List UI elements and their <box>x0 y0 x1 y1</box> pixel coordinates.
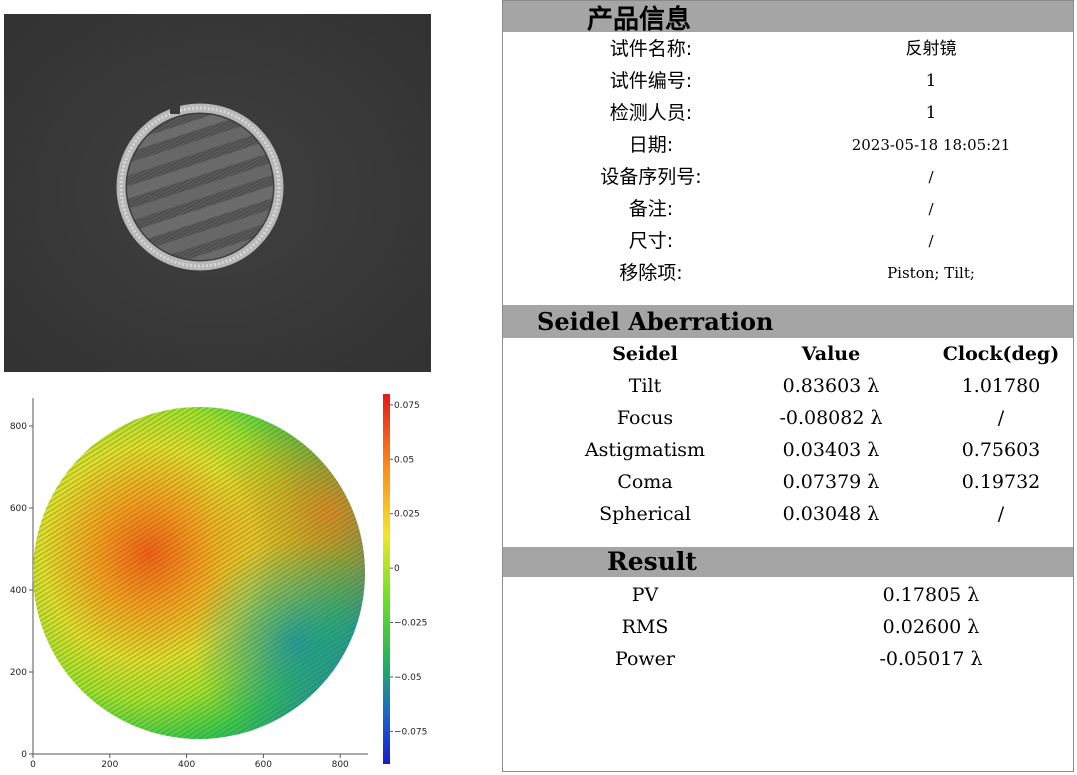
seidel-value: -0.08082 λ <box>779 407 883 429</box>
seidel-clock: 0.75603 <box>961 439 1041 461</box>
info-label: 日期: <box>628 134 674 156</box>
seidel-col-clock: Clock(deg) <box>942 343 1060 365</box>
info-value: 1 <box>925 71 937 91</box>
info-value: Piston; Tilt; <box>887 264 975 282</box>
product-info-header: 产品信息 <box>503 1 1073 35</box>
surface-disk <box>33 407 365 739</box>
result-row: PV 0.17805 λ <box>503 579 1073 611</box>
y-tick-label: 800 <box>10 422 27 432</box>
seidel-row: Focus -0.08082 λ / <box>503 402 1073 434</box>
info-row: 检测人员: 1 <box>503 97 1073 129</box>
x-tick-label: 400 <box>178 760 195 770</box>
seidel-value: 0.83603 λ <box>782 375 880 397</box>
info-row: 设备序列号: / <box>503 161 1073 193</box>
info-label: 尺寸: <box>628 230 674 252</box>
info-label: 备注: <box>628 198 674 220</box>
result-name: RMS <box>621 616 669 638</box>
info-label: 设备序列号: <box>600 166 702 188</box>
seidel-value: 0.07379 λ <box>782 471 880 493</box>
seidel-clock: / <box>997 407 1005 429</box>
y-tick-label: 200 <box>10 668 27 678</box>
info-value: 反射镜 <box>905 39 957 59</box>
colorbar-tick-label: 0.075 <box>394 401 420 411</box>
info-row: 移除项: Piston; Tilt; <box>503 257 1073 289</box>
info-value: / <box>928 232 934 250</box>
seidel-row: Astigmatism 0.03403 λ 0.75603 <box>503 434 1073 466</box>
result-value: -0.05017 λ <box>879 648 983 670</box>
product-info-title: 产品信息 <box>587 5 692 35</box>
info-value: / <box>928 200 934 218</box>
seidel-name: Tilt <box>628 375 662 397</box>
info-value: 2023-05-18 18:05:21 <box>851 136 1011 154</box>
result-value: 0.02600 λ <box>882 616 980 638</box>
fringe-pattern <box>127 114 273 260</box>
x-tick-label: 800 <box>332 760 349 770</box>
info-value: 1 <box>925 103 937 123</box>
info-row: 尺寸: / <box>503 225 1073 257</box>
seidel-col-name: Seidel <box>612 343 678 365</box>
x-tick-label: 0 <box>30 760 36 770</box>
info-row: 试件编号: 1 <box>503 65 1073 97</box>
seidel-name: Astigmatism <box>584 439 706 461</box>
seidel-title: Seidel Aberration <box>537 307 774 336</box>
seidel-header-row: Seidel Value Clock(deg) <box>503 338 1073 370</box>
colorbar-tick-label: 0.05 <box>394 455 414 465</box>
colorbar-tick-label: 0.025 <box>394 510 420 520</box>
seidel-value: 0.03403 λ <box>782 439 880 461</box>
seidel-clock: / <box>997 503 1005 525</box>
x-tick-label: 600 <box>255 760 272 770</box>
y-tick-label: 0 <box>21 750 27 760</box>
result-title: Result <box>607 547 697 576</box>
info-label: 试件编号: <box>609 70 693 92</box>
seidel-name: Focus <box>616 407 674 429</box>
seidel-col-value: Value <box>801 343 861 365</box>
y-tick-label: 400 <box>10 586 27 596</box>
result-row: RMS 0.02600 λ <box>503 611 1073 643</box>
colorbar <box>383 394 390 764</box>
seidel-name: Coma <box>617 471 673 493</box>
seidel-row: Coma 0.07379 λ 0.19732 <box>503 466 1073 498</box>
result-value: 0.17805 λ <box>882 584 980 606</box>
seidel-row: Spherical 0.03048 λ / <box>503 498 1073 530</box>
colorbar-tick-label: −0.025 <box>394 619 427 629</box>
result-name: Power <box>614 648 676 670</box>
info-value: / <box>928 168 934 186</box>
surface-map-plot: 0 200 400 600 800 0 200 400 600 800 0.075 0.05 0.0… <box>0 386 430 775</box>
x-tick-label: 200 <box>101 760 118 770</box>
result-row: Power -0.05017 λ <box>503 643 1073 675</box>
report-panel: 产品信息 试件名称: 反射镜试件编号: 1 检测人员: 1 日期: 2023-05-18 1… <box>502 0 1074 772</box>
seidel-clock: 1.01780 <box>961 375 1041 397</box>
interferogram-image <box>4 14 431 372</box>
colorbar-tick-label: −0.05 <box>394 673 422 683</box>
seidel-name: Spherical <box>599 503 691 525</box>
info-label: 试件名称: <box>609 38 693 60</box>
info-label: 检测人员: <box>609 102 693 124</box>
info-row: 日期: 2023-05-18 18:05:21 <box>503 129 1073 161</box>
info-row: 备注: / <box>503 193 1073 225</box>
result-name: PV <box>631 584 659 606</box>
seidel-header: Seidel Aberration <box>503 305 1073 338</box>
result-header: Result <box>503 547 1073 577</box>
seidel-value: 0.03048 λ <box>782 503 880 525</box>
y-tick-label: 600 <box>10 504 27 514</box>
colorbar-tick-label: −0.075 <box>394 727 427 737</box>
seidel-row: Tilt 0.83603 λ 1.01780 <box>503 370 1073 402</box>
colorbar-tick-label: 0 <box>394 564 400 574</box>
seidel-clock: 0.19732 <box>961 471 1041 493</box>
info-row: 试件名称: 反射镜 <box>503 33 1073 65</box>
info-label: 移除项: <box>619 262 683 284</box>
